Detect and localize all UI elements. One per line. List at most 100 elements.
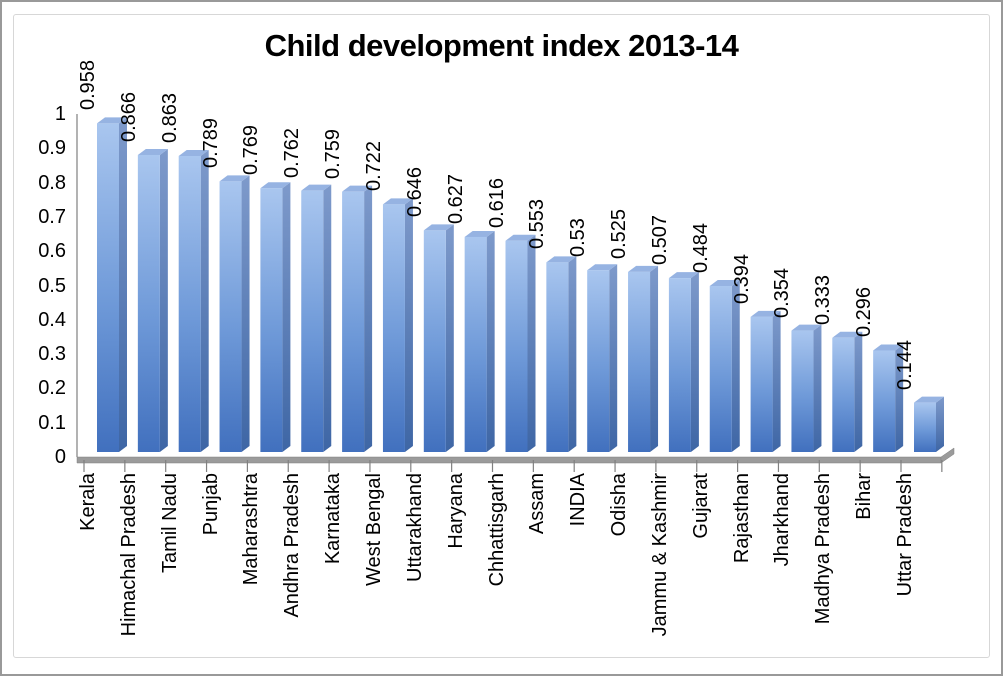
bar-front-face [791,330,814,452]
bar-top-face [587,264,618,271]
value-label: 0.866 [117,91,140,142]
y-tick-label: 1 [54,103,66,125]
category-label: Tamil Nadu [158,473,181,574]
bar [342,185,373,452]
bar-side-face [404,198,413,452]
bar-front-face [301,190,324,452]
bar [382,198,413,452]
value-label: 0.144 [894,339,916,390]
bar-side-face [731,279,740,452]
bar [914,396,944,452]
value-label: 0.958 [77,60,99,111]
bar [464,230,495,452]
value-label: 0.863 [158,92,181,143]
category-label: Uttar Pradesh [894,473,916,597]
y-tick-label: 0.1 [38,411,66,434]
bar-top-face [750,310,781,317]
bar-front-face [260,188,283,452]
bar [137,148,168,452]
bar-front-face [342,191,365,452]
category-label: Assam [526,473,549,535]
category-label: Chhattisgarh [485,473,508,587]
bar-top-face [668,272,699,279]
category-label: Uttarakhand [403,473,426,582]
y-tick-label: 0.4 [38,308,66,331]
bar-front-face [587,270,610,452]
category-label: Maharashtra [240,473,263,586]
bars [97,117,944,453]
value-label: 0.762 [281,127,304,178]
bar-side-face [609,264,618,452]
category-label: Bihar [853,473,876,520]
bar-front-face [546,262,569,452]
y-tick-label: 0.9 [38,137,66,160]
category-label: Jammu & Kashmir [648,473,671,637]
bar-front-face [97,123,119,452]
value-label: 0.616 [485,177,508,228]
category-label: Haryana [444,473,467,549]
value-label: 0.53 [567,218,590,258]
value-label: 0.646 [403,167,426,218]
x-axis-ticks [83,460,943,472]
bar-side-face [690,272,699,452]
y-tick-label: 0 [54,446,66,468]
value-label: 0.333 [812,274,835,325]
bar-side-face [650,265,659,452]
bar-front-face [709,285,732,452]
bar-front-face [423,230,446,452]
bar-side-face [813,324,822,452]
bar [628,265,659,452]
chart-border [13,14,990,658]
bar-top-face [219,175,250,182]
bar [668,272,699,452]
bar-front-face [219,181,242,453]
bar-side-face [282,182,291,452]
bar-side-face [119,117,127,452]
bar [219,175,250,453]
chart-title: Child development index 2013-14 [264,28,739,63]
y-tick-label: 0.6 [38,240,66,263]
bar-side-face [568,256,577,452]
category-label: Andhra Pradesh [281,473,304,618]
bar-side-face [936,396,944,452]
bar-top-face [464,230,495,237]
bar-front-face [137,154,160,452]
value-label: 0.354 [771,267,794,318]
bar [873,344,904,452]
category-label: Kerala [77,473,99,531]
bar-side-face [486,230,495,452]
bar-side-face [200,149,209,452]
category-label: Gujarat [689,473,712,539]
bar [546,256,577,452]
floor-right-edge [940,447,955,464]
bar-front-face [178,155,201,452]
value-label: 0.759 [322,128,345,179]
bar-top-face [873,344,904,351]
bar-front-face [668,278,691,452]
category-label: Himachal Pradesh [117,473,140,637]
bar-front-face [914,402,936,452]
y-tick-label: 0.2 [38,377,66,400]
bar [832,331,863,452]
bar-front-face [505,240,528,452]
bar [178,149,209,452]
bar-side-face [895,344,904,452]
value-label: 0.722 [362,141,385,192]
bar-side-face [772,310,781,452]
bar-side-face [364,185,373,452]
bar-side-face [241,175,250,453]
bar-top-face [342,185,373,192]
bar-top-face [546,256,577,263]
value-label: 0.507 [648,215,671,266]
bar-front-face [750,316,773,452]
bar-top-face [260,182,291,189]
bar [709,279,740,452]
bar [301,184,332,452]
category-label: Odisha [608,473,631,537]
value-label: 0.769 [240,125,263,176]
bar [260,182,291,452]
category-label: Punjab [199,473,222,536]
bar-top-face [628,265,659,272]
y-tick-label: 0.7 [38,205,66,228]
